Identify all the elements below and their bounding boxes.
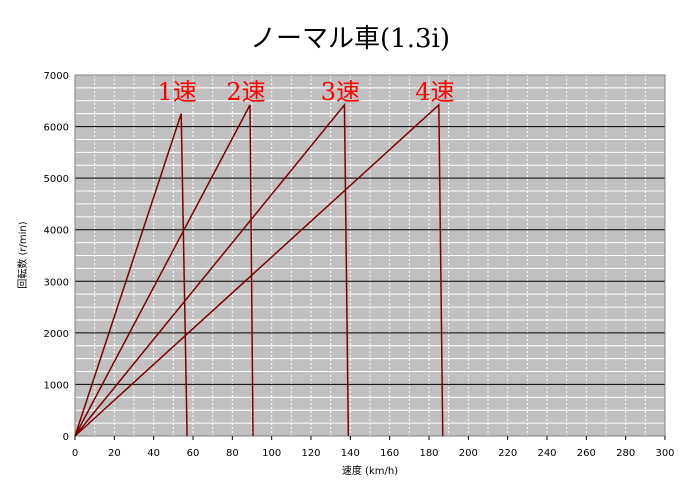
y-tick-label: 7000: [44, 71, 69, 82]
x-tick-label: 120: [301, 448, 320, 459]
y-tick-label: 3000: [44, 277, 69, 288]
y-axis-label: 回転数 (r/min): [16, 221, 29, 288]
y-tick-labels: 0 1000 2000 3000 4000 5000 6000 7000: [44, 71, 69, 443]
gear-line: [74, 103, 444, 437]
y-tick-label: 6000: [44, 123, 69, 134]
y-tick-label: 2000: [44, 329, 69, 340]
x-tick-label: 240: [537, 448, 556, 459]
x-tick-label: 180: [419, 448, 438, 459]
x-tick-label: 140: [341, 448, 360, 459]
x-tick-label: 60: [187, 448, 200, 459]
y-tick-label: 5000: [44, 174, 69, 185]
x-tick-label: 280: [616, 448, 635, 459]
y-tick-label: 0: [63, 432, 69, 443]
gear-label: 3速: [321, 78, 360, 106]
gear-label: 4速: [415, 78, 454, 106]
x-tick-label: 260: [577, 448, 596, 459]
horizontal-gridlines: [75, 87, 665, 424]
y-tick-label: 4000: [44, 226, 69, 237]
gear-label: 1速: [158, 78, 197, 106]
x-tick-labels: 0 20 40 60 80 100 120 140 160 180 200 220 240 260 280 3…: [72, 436, 675, 459]
gear-line: [74, 102, 350, 437]
x-tick-label: 220: [498, 448, 517, 459]
gear-line: [74, 104, 254, 437]
gear-labels: 1速 2速 3速 4速: [158, 78, 455, 106]
y-tick-label: 1000: [44, 380, 69, 391]
gear-label: 2速: [226, 78, 265, 106]
x-tick-label: 100: [262, 448, 281, 459]
plot-border: [74, 74, 666, 437]
chart-title: ノーマル車(1.3i): [250, 24, 450, 54]
x-axis-label: 速度 (km/h): [342, 464, 398, 477]
gear-series: [74, 102, 444, 437]
x-tick-label: 20: [108, 448, 121, 459]
x-tick-label: 160: [380, 448, 399, 459]
x-tick-label: 40: [147, 448, 160, 459]
gear-line: [74, 113, 188, 437]
x-tick-label: 0: [72, 448, 78, 459]
x-tick-label: 300: [655, 448, 674, 459]
x-tick-label: 200: [459, 448, 478, 459]
x-tick-label: 80: [226, 448, 239, 459]
